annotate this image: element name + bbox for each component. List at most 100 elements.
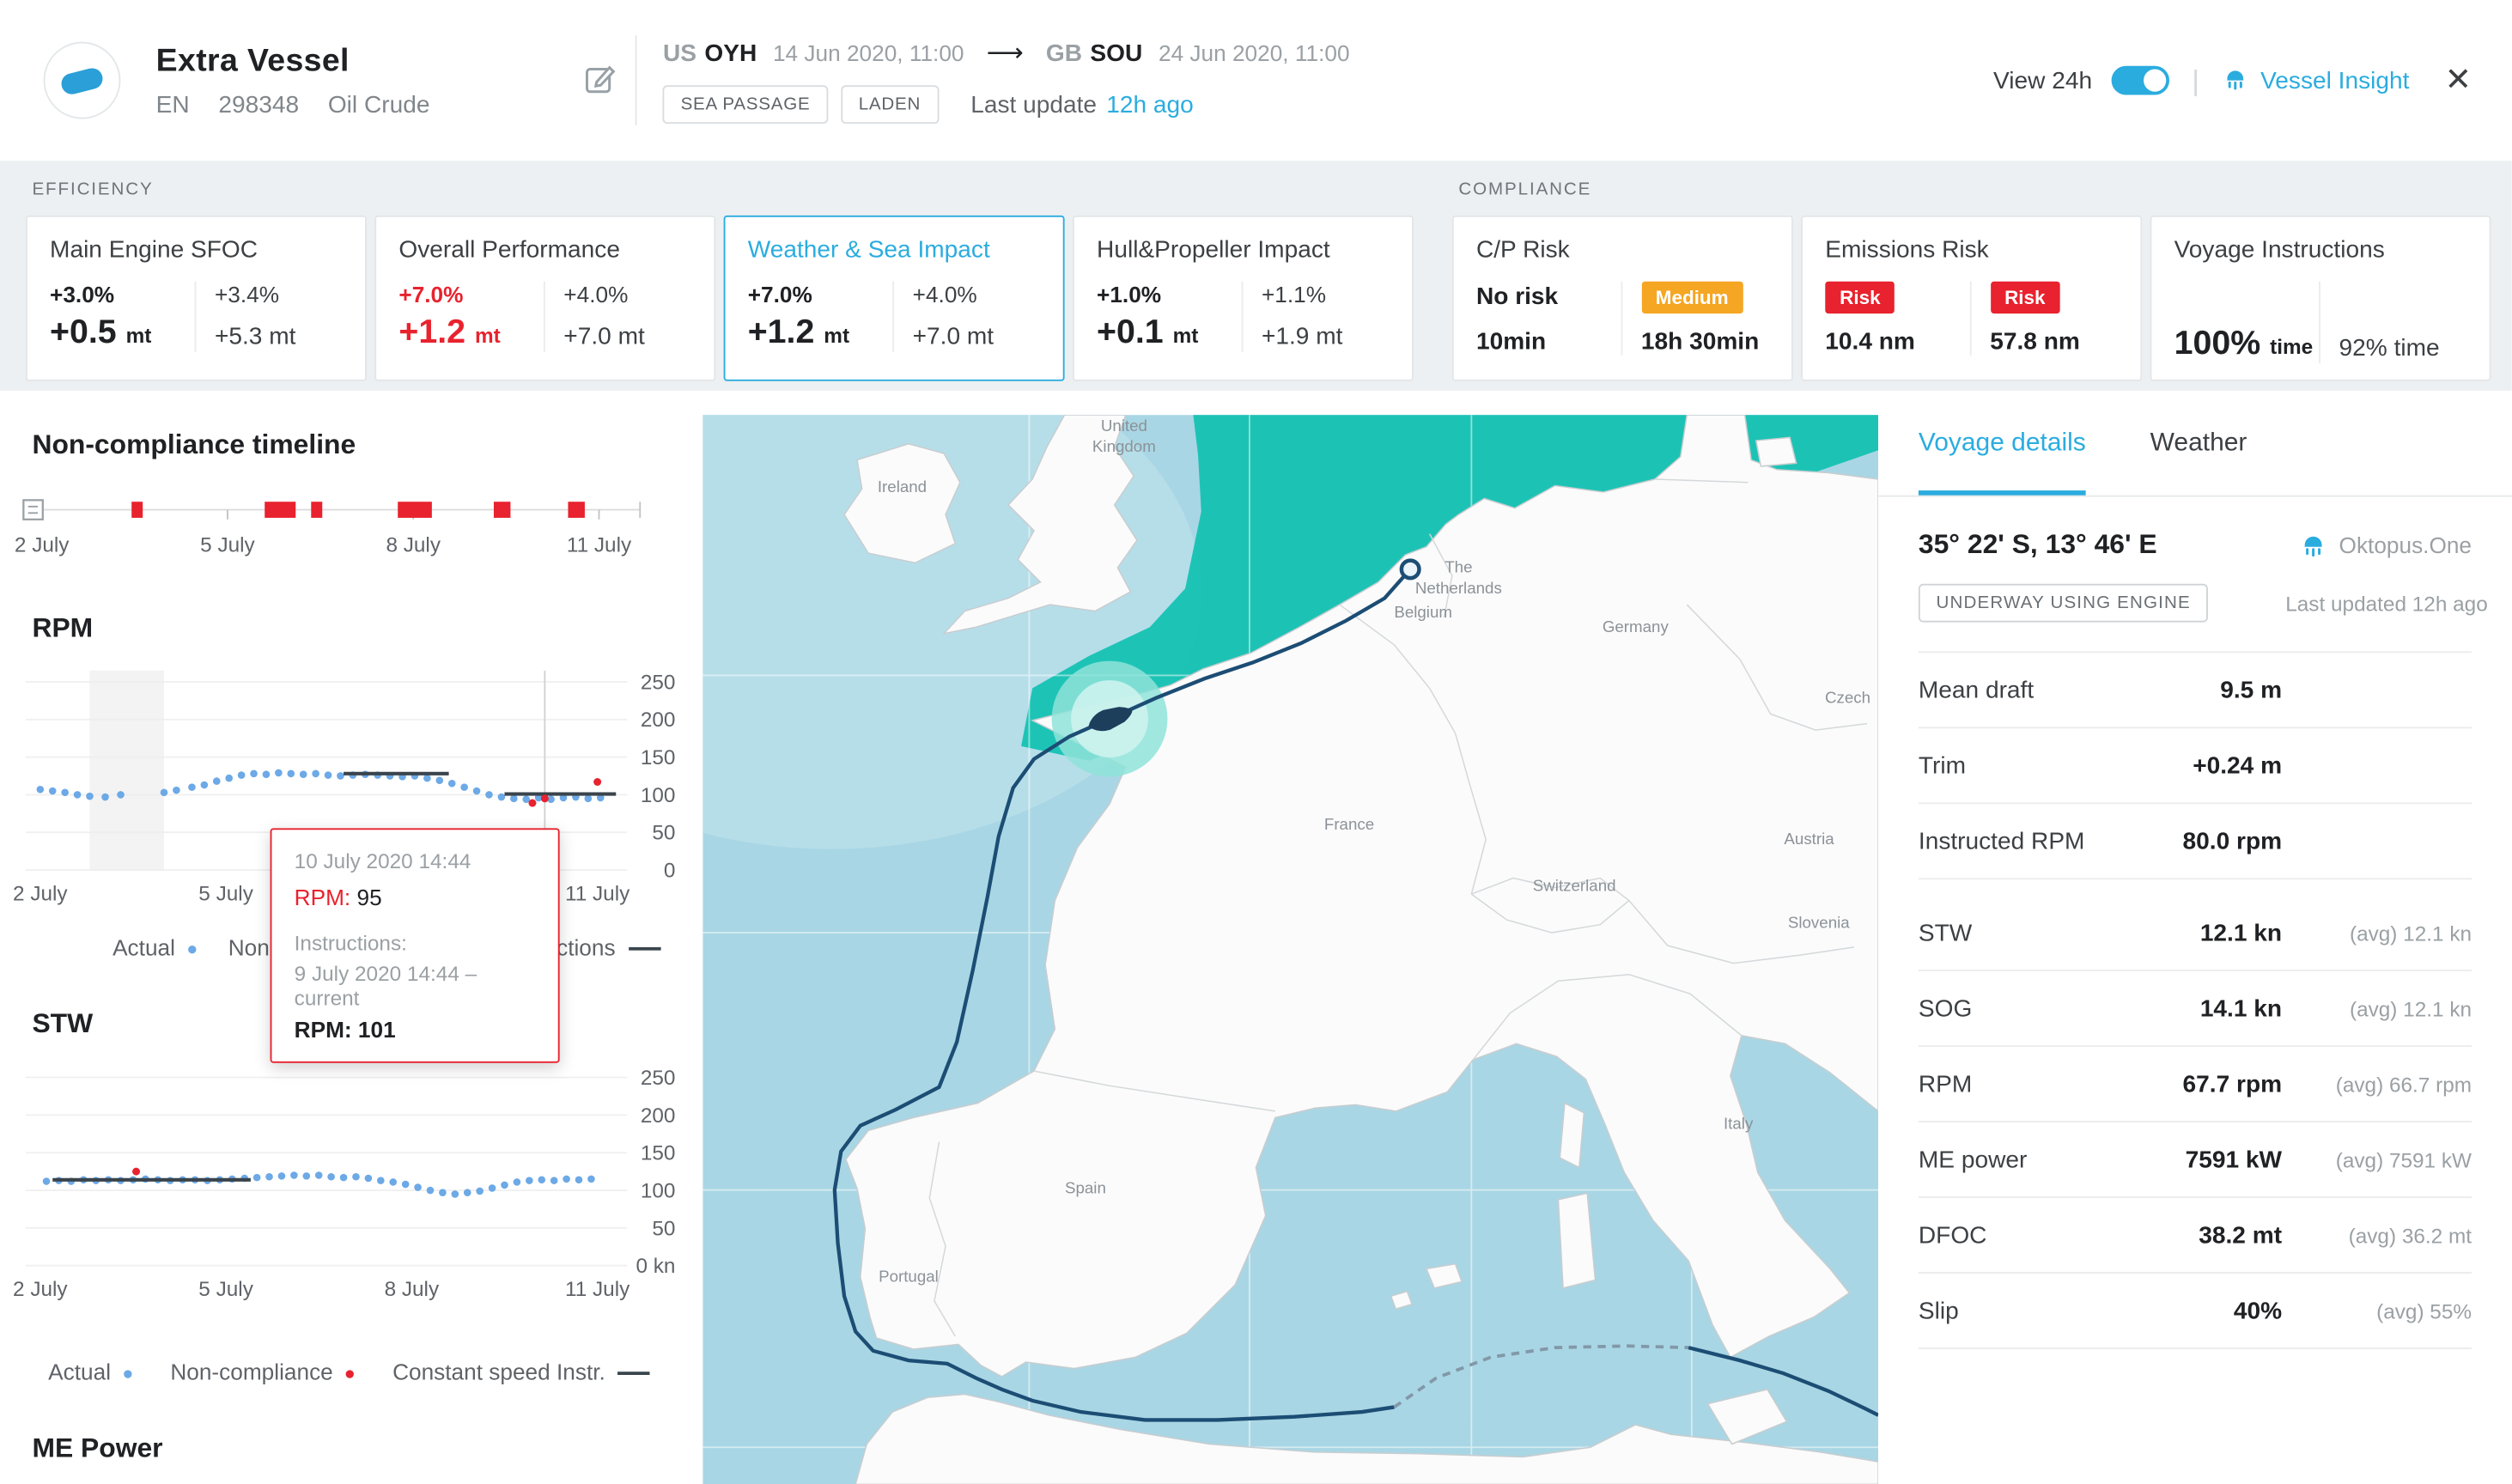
route-arrow-icon: ⟶ [986,40,1024,68]
map-country-label: Czech [1825,688,1870,706]
vessel-insight-link[interactable]: Vessel Insight [2222,67,2409,94]
me-power-chart-title: ME Power [32,1432,163,1463]
svg-text:5 July: 5 July [200,533,255,556]
performance-right-value: +7.0 mt [563,323,645,351]
card-overall-performance[interactable]: Overall Performance +7.0% +1.2 mt +4.0% … [374,215,716,381]
sfoc-right-pct: +3.4% [214,281,280,307]
tab-weather[interactable]: Weather [2150,429,2247,456]
departure-datetime: 14 Jun 2020, 11:00 [772,40,964,66]
row-mean-draft: Mean draft 9.5 m [1918,653,2472,729]
arrival-datetime: 24 Jun 2020, 11:00 [1158,40,1350,66]
view-24h-label: View 24h [1993,66,2093,94]
voyage-instr-left-value: 100% time [2174,325,2314,362]
vessel-cargo: Oil Crude [327,90,430,119]
stw-non-compliance-series[interactable] [132,1167,141,1176]
landmasses [843,415,1879,1484]
tooltip-rpm-value: RPM: 95 [294,884,382,910]
rpm-instruction-line[interactable] [344,771,617,796]
oktopus-icon [2303,535,2321,556]
efficiency-section-label: EFFICIENCY [32,179,154,200]
svg-text:50: 50 [652,822,675,845]
timeline-title: Non-compliance timeline [32,429,356,460]
header-divider [636,35,638,126]
toggle-knob [2144,69,2167,92]
panel-tabs: Voyage details Weather [1878,391,2512,497]
row-stw: STW 12.1 kn (avg) 12.1 kn [1918,896,2472,971]
map-country-label: Ireland [878,477,927,496]
card-hull-propeller-impact[interactable]: Hull&Propeller Impact +1.0% +0.1 mt +1.1… [1072,215,1414,381]
route-origin-marker[interactable] [1399,558,1421,581]
header: Extra Vessel EN 298348 Oil Crude US OYH … [0,0,2512,161]
non-compliance-timeline[interactable]: 2 July 5 July 8 July 11 July [15,487,666,564]
map-country-label: Portugal [879,1267,939,1285]
weather-right-value: +7.0 mt [912,323,994,351]
land-ireland [843,443,961,564]
svg-text:200: 200 [641,709,676,732]
legend-stw-non-compliance[interactable]: Non-compliance [170,1359,355,1384]
voyage-instr-right-value: 92% time [2339,334,2440,362]
emissions-left-value: 10.4 nm [1825,327,1915,356]
card-weather-sea-impact[interactable]: Weather & Sea Impact +7.0% +1.2 mt +4.0%… [723,215,1065,381]
card-cp-risk[interactable]: C/P Risk No risk 10min Medium 18h 30min [1451,215,1793,381]
efficiency-group: EFFICIENCY Main Engine SFOC +3.0% +0.5 m… [25,179,1414,391]
close-icon[interactable]: ✕ [2444,63,2472,99]
rpm-tooltip: 10 July 2020 14:44 RPM: 95 Instructions:… [270,828,560,1063]
map-country-label: Germany [1603,617,1670,636]
sfoc-left-pct: +3.0% [50,281,115,307]
svg-text:0: 0 [664,859,676,882]
stw-chart-title: STW [32,1008,94,1039]
last-update-label: Last update [970,90,1098,119]
stw-actual-series[interactable] [42,1171,595,1198]
route-sailed [832,568,1412,1422]
card-voyage-instructions[interactable]: Voyage Instructions 100% time 92% time [2150,215,2491,381]
cp-risk-left-value: 10min [1475,327,1547,356]
tooltip-instruction-rpm: RPM: 101 [294,1016,396,1043]
stw-legend: Actual Non-compliance Constant speed Ins… [48,1359,703,1384]
arrival-port: SOU [1090,39,1143,67]
tab-voyage-details[interactable]: Voyage details [1918,391,2086,496]
svg-text:11 July: 11 July [565,883,630,906]
emissions-left-risk-badge: Risk [1825,281,1895,314]
vessel-marker[interactable] [1085,701,1135,736]
row-slip: Slip 40% (avg) 55% [1918,1274,2472,1350]
map-country-label: Slovenia [1788,913,1850,931]
svg-text:8 July: 8 July [386,533,441,556]
map-container: United Kingdom Ireland The Netherlands Belgiu… [703,391,1879,1484]
red-dot-marker [345,1369,355,1378]
navigation-status-badge: UNDERWAY USING ENGINE [1918,583,2209,623]
line-marker [628,947,661,952]
edit-icon[interactable] [584,62,616,99]
svg-text:250: 250 [641,1067,676,1090]
row-me-power: ME power 7591 kW (avg) 7591 kW [1918,1122,2472,1199]
rpm-non-compliance-series[interactable] [528,777,602,807]
compliance-section-label: COMPLIANCE [1458,179,1592,200]
stw-chart[interactable]: 250 200 150 100 50 0 kn 2 July 5 July 8 July 11 J… [13,1056,685,1314]
emissions-right-risk-badge: Risk [1990,281,2060,314]
vessel-avatar [43,41,121,119]
voyage-route-line[interactable] [832,568,1879,1422]
arrival-country: GB [1045,39,1083,67]
svg-text:2 July: 2 July [15,533,70,556]
row-instructed-rpm: Instructed RPM 80.0 rpm [1918,804,2472,880]
header-separator: | [2192,63,2199,96]
status-tag-sea-passage: SEA PASSAGE [662,85,829,125]
view-24h-toggle[interactable] [2111,65,2169,95]
svg-text:11 July: 11 July [567,533,632,556]
legend-stw-actual[interactable]: Actual [48,1359,132,1384]
europe-map[interactable]: United Kingdom Ireland The Netherlands Belgiu… [703,415,1879,1484]
row-trim: Trim +0.24 m [1918,728,2472,805]
departure-port: OYH [704,39,757,67]
card-main-engine-sfoc[interactable]: Main Engine SFOC +3.0% +0.5 mt +3.4% +5.… [25,215,367,381]
svg-text:11 July: 11 July [565,1278,630,1301]
performance-left-pct: +7.0% [398,281,464,307]
svg-text:8 July: 8 July [385,1278,440,1301]
charts-column: Non-compliance timeline 2 July 5 July 8 Ju… [0,391,703,1484]
card-emissions-risk[interactable]: Emissions Risk Risk 10.4 nm Risk 57.8 nm [1801,215,2143,381]
last-update-value[interactable]: 12h ago [1106,90,1194,119]
non-compliance-marks[interactable] [131,502,585,518]
legend-stw-constant-speed[interactable]: Constant speed Instr. [392,1359,651,1384]
legend-rpm-actual[interactable]: Actual [113,934,197,960]
land-corsica [1559,1102,1585,1169]
metrics-band: EFFICIENCY Main Engine SFOC +3.0% +0.5 m… [0,161,2512,392]
